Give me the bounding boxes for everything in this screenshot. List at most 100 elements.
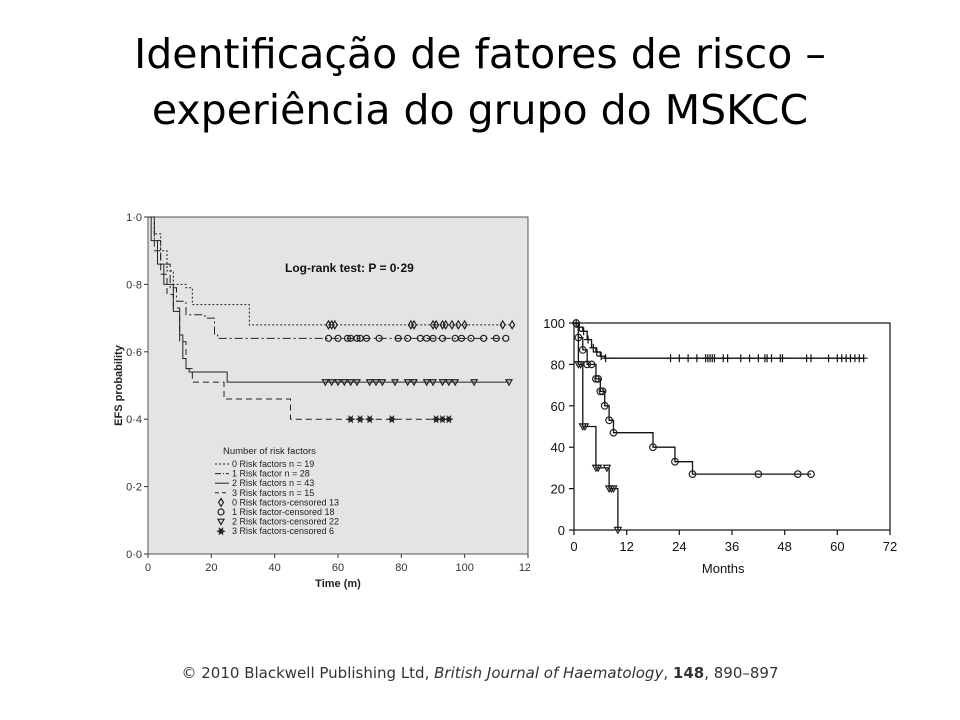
censor-triangle [602, 464, 612, 473]
legend-item: 1 Risk factor-censored 18 [217, 507, 335, 517]
citation-sep: , [663, 664, 673, 682]
censor-star [438, 415, 447, 424]
censor-plus [589, 343, 598, 352]
censor-triangle [451, 379, 460, 387]
censor-circle [502, 334, 510, 342]
censor-star-ray [439, 418, 443, 424]
censor-star [365, 415, 374, 424]
series-line [148, 216, 449, 420]
x-tick-label: 0 [145, 562, 151, 574]
legend-item: 0 Risk factors n = 19 [215, 459, 314, 469]
legend-item: 3 Risk factors-censored 6 [216, 526, 334, 536]
censor-plus [859, 354, 868, 363]
legend-item: 0 Risk factors-censored 13 [217, 497, 339, 508]
y-tick-label: 0·8 [126, 279, 142, 291]
x-axis-title: Months [702, 561, 745, 576]
legend-label: 3 Risk factors-censored 6 [232, 526, 334, 536]
efs-km-chart: 0·0 0·2 0·4 0·6 0·8 1·0 0 20 40 60 80 100 120 Time (m… [113, 212, 530, 590]
citation-volume: 148 [672, 664, 705, 682]
censor-star-ray [435, 418, 439, 424]
censor-star-ray [442, 415, 446, 420]
x-tick-label: 80 [395, 562, 407, 574]
legend-swatch-diamond [217, 497, 225, 508]
y-tick-label: 100 [543, 316, 565, 331]
censor-plus [666, 354, 675, 363]
series-1 [148, 216, 516, 330]
legend-item: 3 Risk factors n = 15 [215, 488, 314, 498]
censor-triangle [371, 379, 381, 387]
x-tick-label: 24 [672, 539, 686, 554]
legend-item: 1 Risk factor n = 28 [215, 469, 310, 479]
censor-star-ray [350, 415, 354, 420]
censor-plus [710, 354, 719, 363]
y-tick-label: 0 [558, 523, 565, 538]
censor-star-ray [391, 415, 395, 420]
censor-circle [353, 334, 361, 342]
legend-swatch-triangle [216, 518, 226, 526]
censor-circle [404, 334, 412, 342]
citation-journal: British Journal of Haematology [434, 664, 664, 682]
x-tick-label: 20 [205, 562, 217, 574]
censor-star [431, 415, 441, 424]
censor-circle [605, 416, 614, 425]
censor-star-ray [439, 415, 443, 420]
censor-diamond [448, 319, 456, 330]
censor-star-ray [369, 415, 373, 420]
censor-circle [492, 334, 500, 342]
censor-circle [592, 374, 600, 383]
censor-star-ray [350, 418, 354, 424]
censor-star-ray [218, 527, 222, 532]
y-tick-label: 1·0 [126, 212, 142, 224]
x-tick-label: 40 [269, 562, 281, 574]
legend-label: 0 Risk factors-censored 13 [232, 497, 339, 507]
censor-circle [324, 334, 333, 342]
y-axis-title: EFS probability [113, 344, 125, 426]
censor-star-ray [433, 418, 437, 424]
censor-star-ray [389, 415, 393, 420]
censor-star [346, 415, 355, 424]
censor-circle [429, 334, 437, 342]
x-tick-label: 36 [725, 539, 739, 554]
censor-plus [592, 347, 601, 356]
series-line [148, 216, 506, 339]
censor-star [387, 415, 397, 424]
censor-triangle [390, 379, 400, 387]
censor-circle [334, 334, 342, 342]
censor-circle [587, 360, 596, 369]
x-axis-title: Time (m) [315, 578, 361, 590]
censor-plus [601, 354, 610, 363]
censor-circle [375, 334, 383, 342]
censor-plus [584, 335, 593, 344]
censor-plus [767, 354, 776, 363]
censor-star-ray [357, 415, 361, 420]
y-tick-label: 80 [551, 357, 565, 372]
censor-triangle [403, 379, 412, 387]
censor-star-ray [367, 415, 371, 420]
censor-star-ray [220, 530, 224, 536]
months-km-chart: 0 20 40 60 80 100 0 12 24 36 48 60 72 Months [543, 316, 897, 576]
plot-area [573, 322, 891, 531]
censor-star-ray [389, 418, 393, 424]
censor-circle [594, 374, 603, 383]
censor-star [444, 415, 454, 424]
legend-swatch-star [216, 527, 226, 536]
censor-triangle [321, 379, 330, 387]
censor-triangle [470, 379, 479, 387]
y-tick-label: 0·4 [126, 414, 142, 426]
x-tick-label: 60 [830, 539, 844, 554]
censor-triangle [428, 379, 438, 387]
censor-diamond [455, 319, 462, 330]
legend-title: Number of risk factors [223, 446, 316, 457]
censor-triangle [438, 379, 447, 387]
legend-item: 2 Risk factors-censored 22 [216, 517, 339, 527]
censor-triangle [609, 485, 618, 494]
censor-triangle [422, 379, 431, 387]
series-2 [572, 319, 815, 479]
censor-diamond [331, 319, 338, 330]
censor-triangle [580, 423, 590, 432]
legend-swatch-circle [217, 508, 225, 516]
censor-triangle [613, 526, 623, 535]
x-tick-label: 100 [455, 562, 473, 574]
censor-circle [649, 443, 657, 452]
censor-circle [583, 360, 592, 369]
